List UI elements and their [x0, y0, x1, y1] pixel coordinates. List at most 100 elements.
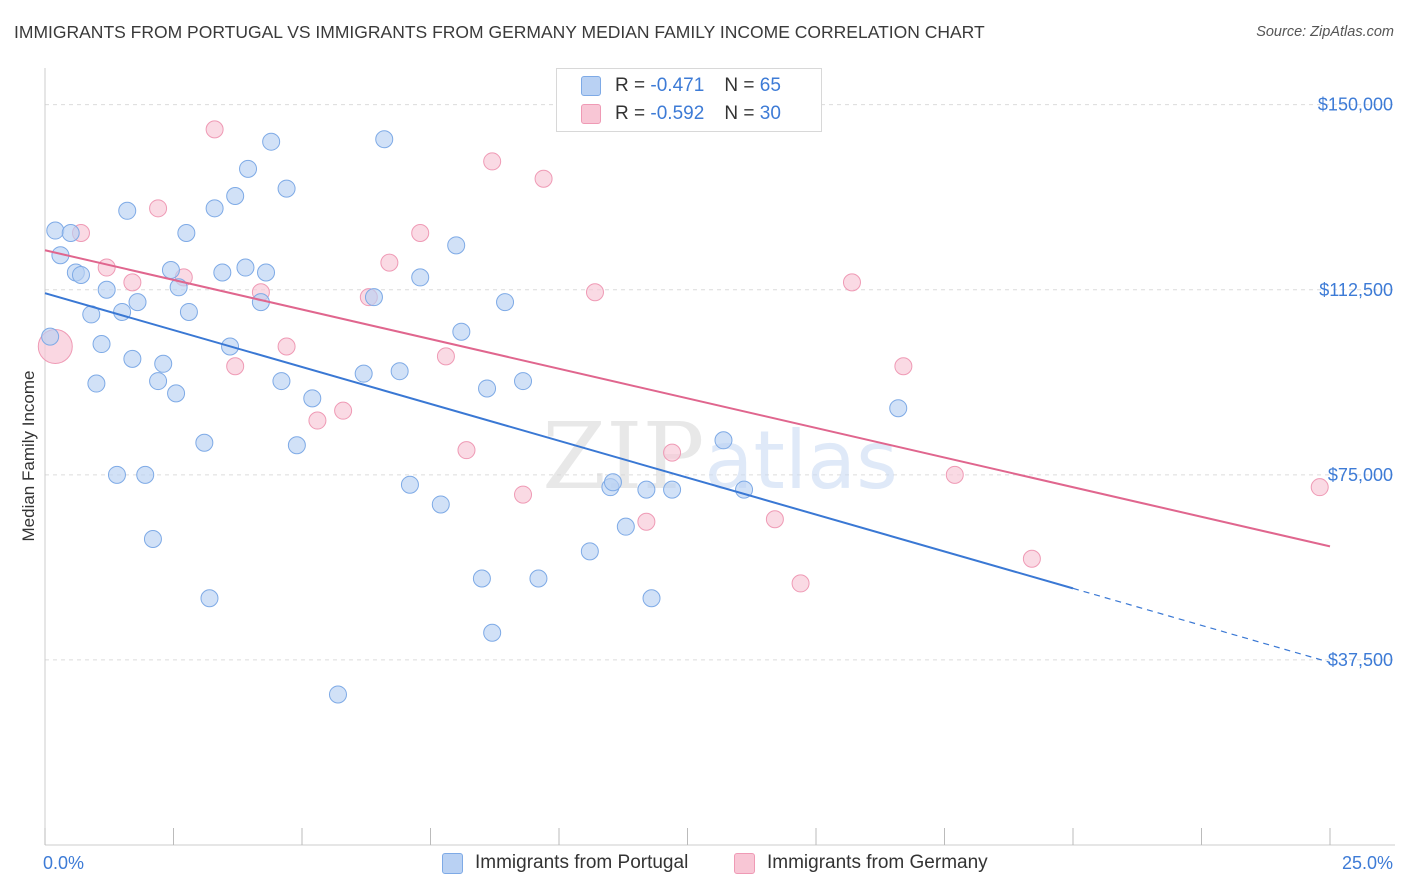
legend-row-germany: R = -0.592 N = 30 — [581, 101, 781, 127]
legend-row-portugal: R = -0.471 N = 65 — [581, 73, 781, 99]
data-point — [472, 569, 491, 588]
data-point — [585, 283, 604, 302]
data-point — [262, 132, 281, 151]
legend-item-germany[interactable]: Immigrants from Germany — [734, 852, 988, 874]
data-point — [277, 179, 296, 198]
legend-swatch-pink — [581, 104, 601, 124]
data-point — [213, 263, 232, 282]
data-point — [61, 224, 80, 242]
data-point — [663, 480, 682, 499]
data-point — [272, 372, 291, 391]
data-point — [354, 364, 373, 383]
legend-label-germany: Immigrants from Germany — [767, 852, 988, 873]
data-point — [128, 293, 147, 312]
data-point — [236, 258, 255, 277]
legend-r-label: R = — [615, 75, 646, 96]
data-point — [92, 335, 111, 354]
data-point — [375, 130, 394, 149]
data-point — [945, 465, 964, 484]
data-point — [714, 431, 733, 450]
source-label: Source: ZipAtlas.com — [1256, 24, 1394, 40]
data-point — [529, 569, 548, 588]
data-point — [239, 159, 258, 178]
data-point — [411, 268, 430, 287]
data-point — [136, 465, 155, 484]
data-point — [483, 623, 502, 642]
data-point — [663, 443, 682, 462]
y-tick-label: $150,000 — [1318, 95, 1393, 115]
legend-swatch-blue — [581, 76, 601, 96]
legend-label-portugal: Immigrants from Portugal — [475, 852, 689, 873]
data-point — [452, 322, 471, 341]
data-point — [149, 199, 168, 218]
watermark-atlas: atlas — [704, 414, 897, 507]
data-point — [889, 399, 908, 418]
data-point — [514, 485, 533, 504]
data-point — [765, 510, 784, 529]
x-tick-label-start: 0.0% — [43, 853, 84, 873]
trend-line-pink — [44, 249, 1331, 548]
data-point — [580, 542, 599, 561]
data-point — [123, 349, 142, 368]
data-point — [791, 574, 810, 593]
data-point — [842, 273, 861, 292]
data-point — [41, 327, 60, 346]
data-point — [616, 517, 635, 536]
legend-r-value: -0.592 — [650, 103, 705, 124]
data-point — [390, 362, 409, 381]
legend-n-value: 65 — [759, 75, 781, 96]
grid-layer — [45, 104, 1395, 661]
x-tick-label-end: 25.0% — [1342, 853, 1393, 873]
data-point — [364, 288, 383, 307]
data-point — [143, 530, 162, 548]
data-point — [637, 512, 656, 531]
data-point — [534, 169, 553, 188]
watermark: ZIPatlas — [542, 403, 898, 510]
data-point — [1310, 478, 1329, 497]
data-point — [123, 273, 142, 292]
data-point — [257, 263, 276, 282]
data-point — [483, 152, 502, 171]
data-point — [179, 302, 198, 321]
data-point — [637, 480, 656, 499]
data-point — [154, 354, 173, 373]
data-point — [205, 120, 224, 139]
y-axis-title: Median Family Income — [19, 370, 38, 541]
data-point — [642, 589, 661, 608]
chart-title: IMMIGRANTS FROM PORTUGAL VS IMMIGRANTS F… — [14, 22, 985, 42]
data-point — [308, 411, 327, 430]
data-point — [118, 201, 137, 220]
data-point — [436, 347, 455, 366]
legend-swatch-pink — [734, 852, 755, 874]
data-point — [328, 685, 347, 704]
data-point — [431, 495, 450, 514]
y-tick-label: $37,500 — [1328, 650, 1393, 670]
legend-swatch-blue — [442, 852, 463, 874]
data-point — [478, 379, 497, 398]
axes-layer — [44, 68, 1395, 846]
data-point — [97, 280, 116, 299]
data-point — [457, 441, 476, 460]
data-point — [177, 224, 196, 242]
data-point — [167, 384, 186, 403]
series-portugal-points — [41, 130, 908, 704]
data-point — [603, 473, 622, 492]
data-point — [287, 436, 306, 455]
data-point — [1022, 549, 1041, 568]
data-point — [411, 224, 430, 242]
data-point — [200, 589, 219, 608]
legend-r-value: -0.471 — [650, 75, 705, 96]
data-point — [46, 221, 65, 240]
data-point — [71, 265, 90, 284]
data-point — [87, 374, 106, 393]
data-point — [277, 337, 296, 356]
y-tick-label: $112,500 — [1319, 280, 1393, 300]
data-point — [380, 253, 399, 272]
data-point — [149, 372, 168, 391]
data-point — [97, 258, 116, 277]
data-point — [161, 261, 180, 280]
legend-item-portugal[interactable]: Immigrants from Portugal — [442, 852, 688, 874]
data-point — [735, 480, 754, 499]
legend-n-value: 30 — [759, 103, 781, 124]
